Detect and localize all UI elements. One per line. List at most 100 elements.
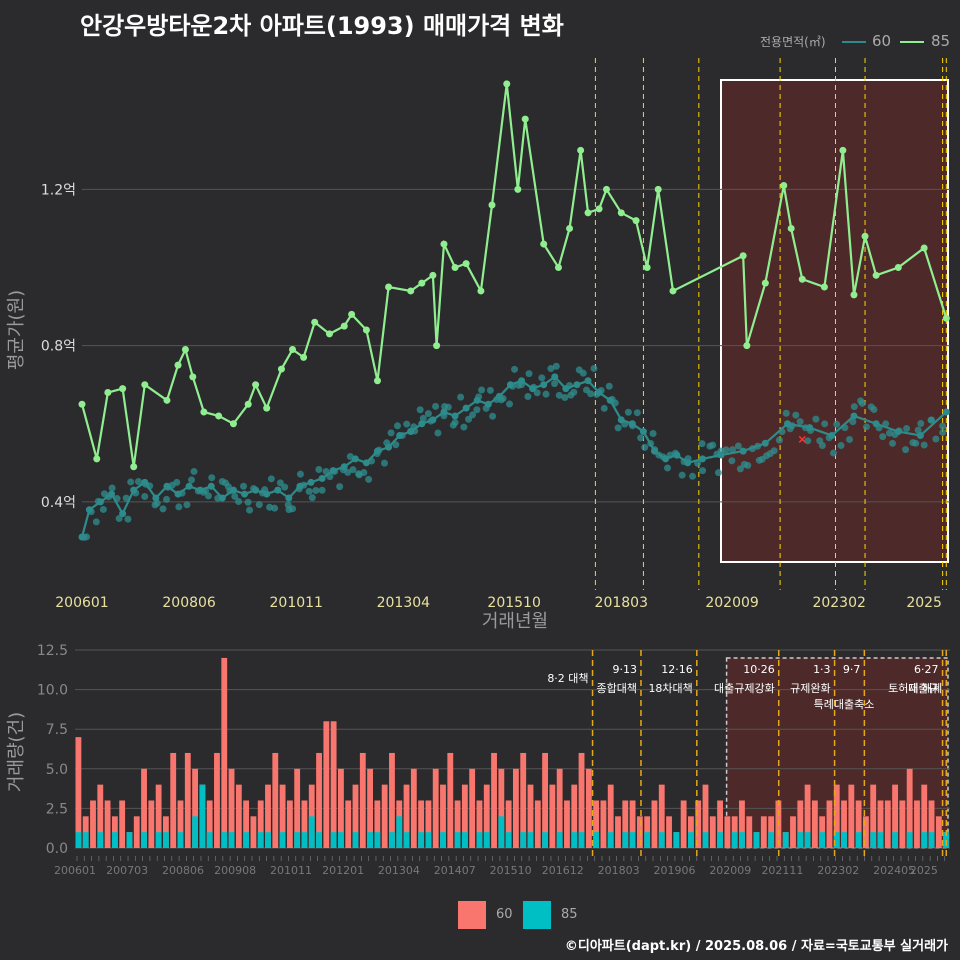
y-tick-label-top: 0.8억 <box>41 339 76 355</box>
bar-60 <box>286 800 293 848</box>
bar-85 <box>644 832 651 848</box>
series-85-vertex <box>252 381 260 389</box>
legend-top: 전용면적(㎡) 60 85 <box>760 32 955 52</box>
bar-85 <box>753 832 760 848</box>
series-60-point <box>419 414 427 422</box>
policy-date-label: 8·2 대책 <box>547 672 588 685</box>
series-60-point <box>134 478 142 486</box>
series-60-vertex <box>362 459 370 467</box>
series-60-point <box>416 406 424 414</box>
series-60-point <box>649 430 657 438</box>
series-60-vertex <box>318 474 326 482</box>
bar-60 <box>578 752 585 848</box>
bar-60 <box>279 784 286 848</box>
series-60-point <box>393 422 401 430</box>
series-60-point <box>917 419 925 427</box>
bar-60 <box>513 768 519 848</box>
series-60-point <box>444 403 452 411</box>
x-axis-title-top: 거래년월 <box>482 611 548 632</box>
series-85-vertex <box>215 412 223 420</box>
bar-60 <box>709 816 716 848</box>
bar-85 <box>192 816 198 848</box>
series-60-point <box>434 429 442 437</box>
bar-60 <box>75 737 82 848</box>
series-60-point <box>886 429 894 437</box>
series-60-point <box>837 442 845 450</box>
bar-60 <box>549 784 556 848</box>
series-85-vertex <box>739 252 747 260</box>
series-85-vertex <box>632 217 640 225</box>
highlight-box-top <box>719 79 949 563</box>
series-60-point <box>127 478 135 486</box>
bar-60 <box>804 784 811 848</box>
bar-85 <box>141 832 147 848</box>
series-60-vertex <box>440 408 448 416</box>
series-60-vertex <box>340 463 348 471</box>
series-60-point <box>204 492 212 500</box>
bar-85 <box>804 832 811 848</box>
bar-85 <box>739 832 745 848</box>
policy-date-label: 9·7 <box>843 663 861 676</box>
series-85-vertex <box>433 342 441 350</box>
series-85-vertex <box>451 264 459 271</box>
bar-60 <box>636 816 643 848</box>
series-85-vertex <box>325 330 333 338</box>
bar-85 <box>111 832 118 848</box>
policy-date-label: 12·16 <box>661 663 693 676</box>
bar-85 <box>418 832 425 848</box>
series-85-vertex <box>189 373 197 381</box>
policy-name-label: 종합대책 <box>596 682 636 695</box>
x-tick-label-top: 200806 <box>162 595 216 611</box>
series-85-vertex <box>595 205 603 213</box>
policy-name-label: 대출규제강화 <box>714 682 775 695</box>
series-60-point <box>533 389 541 397</box>
series-85-vertex <box>181 346 189 354</box>
bar-60 <box>585 768 592 848</box>
series-85-vertex <box>429 271 437 279</box>
bar-85 <box>199 784 206 848</box>
page-title: 안강우방타운2차 아파트(1993) 매매가격 변화 <box>80 12 564 40</box>
bar-60 <box>403 784 410 848</box>
series-85-vertex <box>894 264 902 271</box>
y-tick-label-top: 1.2억 <box>41 182 76 198</box>
y-tick-label-bottom: 2.5 <box>46 801 68 817</box>
series-85-vertex <box>163 396 171 404</box>
bar-60 <box>892 784 898 848</box>
legend-bottom-label-85: 85 <box>561 907 578 922</box>
series-60-point <box>344 468 352 476</box>
x-tick-label-bottom: 201803 <box>598 864 640 877</box>
series-85-vertex <box>385 283 393 291</box>
series-85-vertex <box>743 342 751 350</box>
series-60-point <box>678 471 686 479</box>
y-tick-label-bottom: 7.5 <box>46 722 68 738</box>
series-60-point <box>489 412 497 420</box>
x-tick-label-bottom: 200703 <box>106 864 148 877</box>
series-60-vertex <box>351 455 359 463</box>
series-60-vertex <box>473 396 481 404</box>
series-60-point <box>349 466 357 474</box>
bar-85 <box>607 832 614 848</box>
series-60-point <box>208 474 216 482</box>
series-60-vertex <box>518 377 526 385</box>
series-60-point <box>141 493 149 501</box>
x-tick-label-bottom: 202405 <box>873 864 915 877</box>
series-60-point <box>460 423 468 431</box>
bar-60 <box>556 768 563 848</box>
series-60-point <box>315 466 323 474</box>
series-60-point <box>244 498 252 506</box>
series-60-vertex <box>196 486 204 494</box>
series-60-point <box>511 365 519 373</box>
series-60-vertex <box>418 420 426 428</box>
series-60-point <box>538 374 546 382</box>
series-60-vertex <box>495 392 503 400</box>
y-tick-label-bottom: 12.5 <box>37 643 68 659</box>
bar-85 <box>731 832 738 848</box>
series-60-point <box>561 394 569 402</box>
series-60-point <box>633 409 641 417</box>
series-60-point <box>281 483 289 491</box>
bar-85 <box>527 832 534 848</box>
bar-85 <box>163 832 169 848</box>
bar-85 <box>155 832 162 848</box>
bar-60 <box>505 800 512 848</box>
